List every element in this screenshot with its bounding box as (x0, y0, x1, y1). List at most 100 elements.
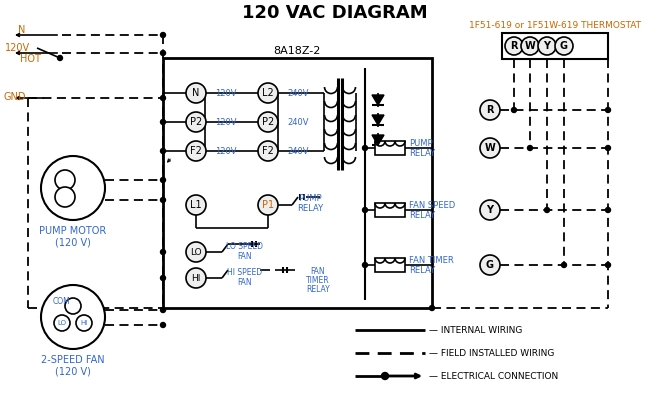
Text: FAN TIMER: FAN TIMER (409, 256, 454, 264)
Circle shape (65, 298, 81, 314)
Text: 240V: 240V (287, 147, 308, 155)
Circle shape (186, 242, 206, 262)
Circle shape (429, 305, 435, 310)
Polygon shape (372, 95, 384, 105)
Circle shape (161, 33, 165, 37)
Text: N: N (192, 88, 200, 98)
Circle shape (41, 285, 105, 349)
Circle shape (161, 197, 165, 202)
Text: PUMP: PUMP (409, 139, 433, 147)
Bar (163, 58, 432, 308)
Circle shape (161, 148, 165, 153)
Text: 1F51-619 or 1F51W-619 THERMOSTAT: 1F51-619 or 1F51W-619 THERMOSTAT (469, 21, 641, 31)
Bar (375, 203, 405, 217)
Text: 120V: 120V (215, 117, 237, 127)
Text: — FIELD INSTALLED WIRING: — FIELD INSTALLED WIRING (429, 349, 554, 357)
Text: 120V: 120V (215, 147, 237, 155)
Bar (375, 141, 405, 155)
Circle shape (545, 207, 549, 212)
Circle shape (511, 108, 517, 112)
Circle shape (505, 37, 523, 55)
Polygon shape (372, 115, 384, 125)
Text: TIMER: TIMER (306, 276, 330, 285)
Text: P2: P2 (190, 117, 202, 127)
Text: L2: L2 (262, 88, 274, 98)
Circle shape (362, 207, 368, 212)
Text: F2: F2 (262, 146, 274, 156)
Text: 240V: 240V (287, 88, 308, 98)
Text: 120V: 120V (215, 88, 237, 98)
Circle shape (606, 108, 610, 112)
Circle shape (527, 145, 533, 150)
Text: P2: P2 (262, 117, 274, 127)
Circle shape (480, 138, 500, 158)
Circle shape (606, 262, 610, 267)
Text: LO SPEED: LO SPEED (226, 241, 263, 251)
Circle shape (480, 200, 500, 220)
Circle shape (41, 156, 105, 220)
Circle shape (480, 255, 500, 275)
Circle shape (161, 96, 165, 101)
Text: G: G (560, 41, 568, 51)
Text: FAN: FAN (311, 266, 326, 276)
Text: — ELECTRICAL CONNECTION: — ELECTRICAL CONNECTION (429, 372, 558, 380)
Text: L1: L1 (190, 200, 202, 210)
Text: LO: LO (58, 320, 66, 326)
Text: GND: GND (3, 92, 25, 102)
Circle shape (161, 178, 165, 183)
Circle shape (186, 195, 206, 215)
Text: FAN SPEED: FAN SPEED (409, 201, 455, 210)
Circle shape (186, 83, 206, 103)
Text: COM: COM (53, 297, 71, 305)
Text: 240V: 240V (287, 117, 308, 127)
Text: W: W (484, 143, 495, 153)
Circle shape (555, 37, 573, 55)
Circle shape (161, 308, 165, 313)
Text: HI: HI (80, 320, 88, 326)
Text: RELAY: RELAY (306, 285, 330, 293)
Text: PUMP: PUMP (298, 194, 322, 202)
Text: — INTERNAL WIRING: — INTERNAL WIRING (429, 326, 523, 334)
Circle shape (55, 170, 75, 190)
Circle shape (561, 262, 567, 267)
Polygon shape (372, 135, 384, 145)
Circle shape (258, 112, 278, 132)
Text: F2: F2 (190, 146, 202, 156)
Circle shape (258, 141, 278, 161)
Circle shape (54, 315, 70, 331)
Circle shape (186, 112, 206, 132)
Text: N: N (18, 25, 25, 35)
Circle shape (258, 83, 278, 103)
Circle shape (362, 262, 368, 267)
Text: 120 VAC DIAGRAM: 120 VAC DIAGRAM (242, 4, 428, 22)
Text: R: R (511, 41, 518, 51)
Text: (120 V): (120 V) (55, 366, 91, 376)
Text: Y: Y (543, 41, 551, 51)
Circle shape (362, 145, 368, 150)
Circle shape (161, 323, 165, 328)
Text: (120 V): (120 V) (55, 237, 91, 247)
Text: RELAY: RELAY (409, 148, 435, 158)
Circle shape (381, 372, 389, 380)
Circle shape (606, 145, 610, 150)
Text: P1: P1 (262, 200, 274, 210)
Circle shape (186, 141, 206, 161)
Circle shape (186, 268, 206, 288)
Circle shape (161, 119, 165, 124)
Circle shape (521, 37, 539, 55)
Text: LO: LO (190, 248, 202, 256)
Text: HI SPEED: HI SPEED (227, 267, 263, 277)
Circle shape (76, 315, 92, 331)
Text: W: W (525, 41, 535, 51)
Circle shape (258, 195, 278, 215)
Text: FAN: FAN (238, 251, 253, 261)
Text: RELAY: RELAY (409, 210, 435, 220)
Bar (375, 258, 405, 272)
Text: RELAY: RELAY (409, 266, 435, 274)
Text: 8A18Z-2: 8A18Z-2 (273, 46, 321, 56)
Circle shape (161, 51, 165, 55)
Text: RELAY: RELAY (297, 204, 323, 212)
Text: R: R (486, 105, 494, 115)
Text: G: G (486, 260, 494, 270)
Circle shape (55, 187, 75, 207)
